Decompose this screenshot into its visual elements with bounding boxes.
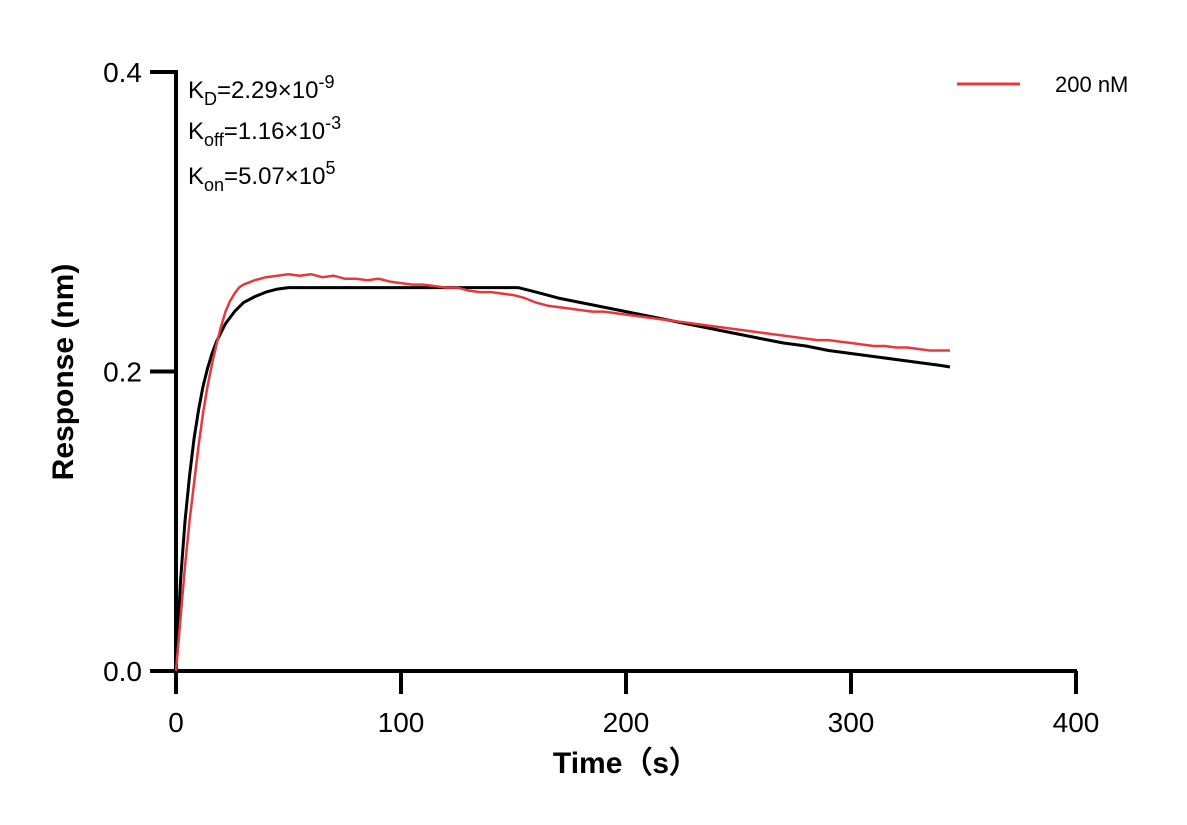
kinetics-annotation: KD=2.29×10-9 xyxy=(188,72,334,109)
series-layer xyxy=(174,272,951,672)
annotation-value: =1.16×10 xyxy=(224,118,325,145)
annotation-subscript: D xyxy=(204,89,217,109)
x-ticks: 0 100 200 300 400 xyxy=(168,671,1099,738)
y-tick-label: 0.2 xyxy=(103,357,142,388)
y-axis-title: Response (nm) xyxy=(47,264,80,481)
annotation-value: =2.29×10 xyxy=(217,77,318,104)
annotation-subscript: on xyxy=(204,175,224,195)
annotation-base: K xyxy=(188,77,204,104)
y-tick-label: 0.4 xyxy=(103,57,142,88)
annotation-exponent: 5 xyxy=(325,158,335,178)
legend-label-200nm: 200 nM xyxy=(1055,72,1128,97)
fit-curve-line xyxy=(174,286,951,672)
annotation-value: =5.07×10 xyxy=(224,163,325,190)
x-tick-label: 200 xyxy=(603,707,650,738)
kinetics-annotation: Kon=5.07×105 xyxy=(188,158,336,195)
annotation-base: K xyxy=(188,118,204,145)
kinetics-annotation: Koff=1.16×10-3 xyxy=(188,113,341,150)
y-tick-label: 0.0 xyxy=(103,656,142,687)
annotation-subscript: off xyxy=(204,130,225,150)
annotation-base: K xyxy=(188,163,204,190)
x-axis-title: Time（s） xyxy=(553,746,699,780)
legend: 200 nM xyxy=(957,72,1128,97)
x-tick-label: 300 xyxy=(828,707,875,738)
x-tick-label: 400 xyxy=(1053,707,1100,738)
series-line-200nm xyxy=(174,272,950,672)
annotation-exponent: -9 xyxy=(318,72,334,92)
axes xyxy=(150,70,1077,673)
annotation-exponent: -3 xyxy=(325,113,341,133)
x-tick-label: 100 xyxy=(378,707,425,738)
x-tick-label: 0 xyxy=(168,707,184,738)
y-ticks: 0.0 0.2 0.4 xyxy=(103,57,176,687)
